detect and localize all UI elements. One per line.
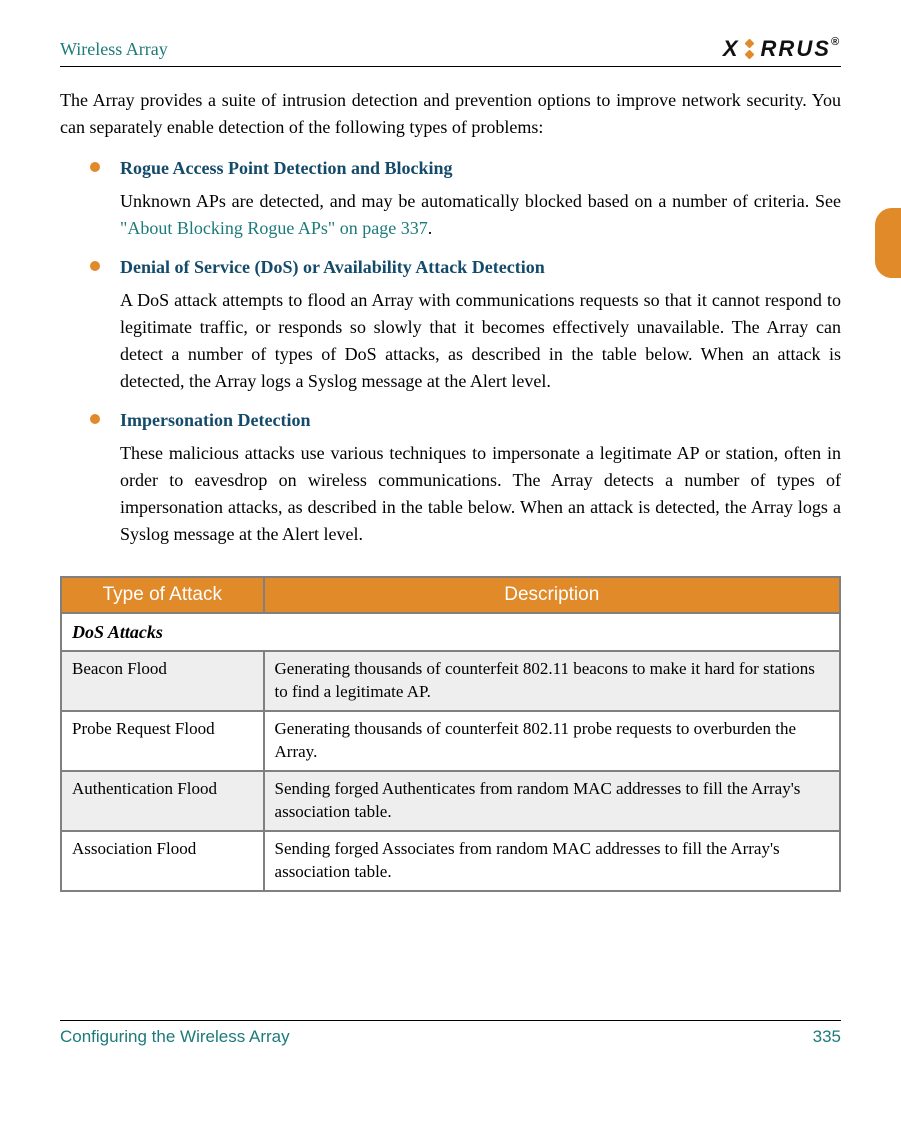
table-subhead: DoS Attacks <box>61 613 840 651</box>
bullet-body: Unknown APs are detected, and may be aut… <box>120 188 841 242</box>
bullet-item-dos: Denial of Service (DoS) or Availability … <box>60 254 841 395</box>
bullet-title: Impersonation Detection <box>120 407 841 434</box>
footer-page-number: 335 <box>813 1027 841 1047</box>
bullet-title: Rogue Access Point Detection and Blockin… <box>120 155 841 182</box>
bullet-icon <box>90 261 100 271</box>
bullet-item-impersonation: Impersonation Detection These malicious … <box>60 407 841 548</box>
table-row: Probe Request Flood Generating thousands… <box>61 711 840 771</box>
cell-desc: Generating thousands of counterfeit 802.… <box>264 711 840 771</box>
table-row: Association Flood Sending forged Associa… <box>61 831 840 891</box>
bullet-item-rogue: Rogue Access Point Detection and Blockin… <box>60 155 841 242</box>
bullet-body: These malicious attacks use various tech… <box>120 440 841 548</box>
cell-desc: Sending forged Authenticates from random… <box>264 771 840 831</box>
table-row: Authentication Flood Sending forged Auth… <box>61 771 840 831</box>
bullet-list: Rogue Access Point Detection and Blockin… <box>60 155 841 548</box>
cell-type: Probe Request Flood <box>61 711 264 771</box>
side-tab <box>875 208 901 278</box>
bullet-title: Denial of Service (DoS) or Availability … <box>120 254 841 281</box>
brand-logo: XRRUS® <box>723 36 841 62</box>
cell-type: Association Flood <box>61 831 264 891</box>
cross-reference-link[interactable]: "About Blocking Rogue APs" on page 337 <box>120 218 428 238</box>
bullet-icon <box>90 162 100 172</box>
intro-paragraph: The Array provides a suite of intrusion … <box>60 87 841 141</box>
table-row: Beacon Flood Generating thousands of cou… <box>61 651 840 711</box>
table-header-row: Type of Attack Description <box>61 577 840 613</box>
header-title: Wireless Array <box>60 39 168 60</box>
bullet-icon <box>90 414 100 424</box>
cell-type: Beacon Flood <box>61 651 264 711</box>
bullet-body: A DoS attack attempts to flood an Array … <box>120 287 841 395</box>
bullet-body-pre: Unknown APs are detected, and may be aut… <box>120 191 841 211</box>
page-header: Wireless Array XRRUS® <box>60 36 841 67</box>
col-header-desc: Description <box>264 577 840 613</box>
table-subhead-row: DoS Attacks <box>61 613 840 651</box>
cell-desc: Generating thousands of counterfeit 802.… <box>264 651 840 711</box>
col-header-type: Type of Attack <box>61 577 264 613</box>
page-footer: Configuring the Wireless Array 335 <box>60 1020 841 1047</box>
cell-type: Authentication Flood <box>61 771 264 831</box>
cell-desc: Sending forged Associates from random MA… <box>264 831 840 891</box>
bullet-body-post: . <box>428 218 433 238</box>
page: Wireless Array XRRUS® The Array provides… <box>0 0 901 1077</box>
attacks-table: Type of Attack Description DoS Attacks B… <box>60 576 841 892</box>
footer-section: Configuring the Wireless Array <box>60 1027 290 1047</box>
